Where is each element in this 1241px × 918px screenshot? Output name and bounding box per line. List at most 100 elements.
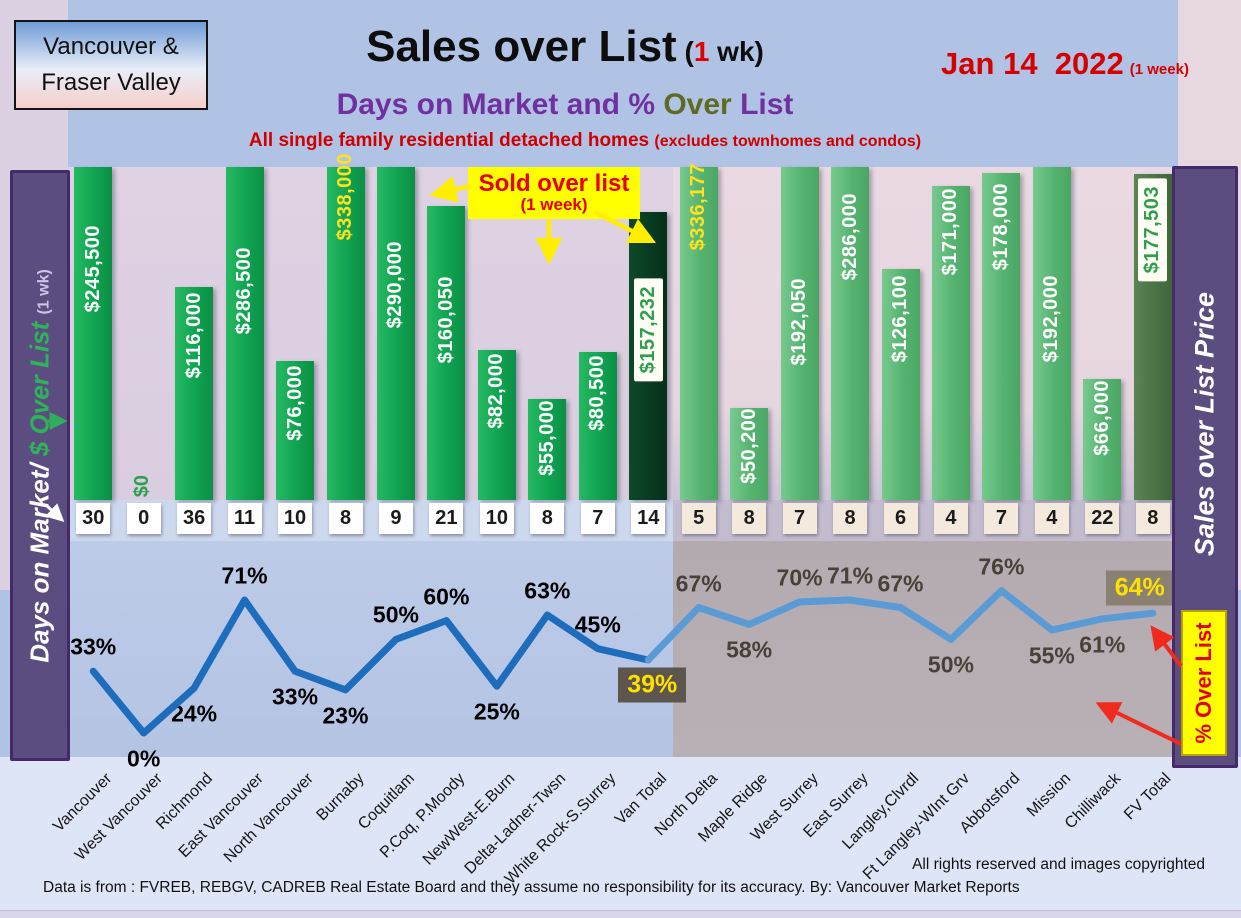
bar-east-vancouver: $286,500 xyxy=(225,167,264,500)
bar-burnaby: $338,000 xyxy=(326,153,365,500)
title-suffix-rest: wk) xyxy=(709,36,764,67)
days-on-market-langley-clvrdl: 6 xyxy=(883,503,918,534)
days-on-market-north-vancouver: 10 xyxy=(278,503,313,534)
bar-west-surrey: $192,050 xyxy=(780,167,819,500)
days-on-market-mission: 4 xyxy=(1034,503,1069,534)
bar-fv-total: $177,503 xyxy=(1133,174,1172,500)
subtitle: Days on Market and % Over List xyxy=(0,88,1130,122)
bars-layer: $245,500 $0 $116,000 $286,500 $76,000 $338,00… xyxy=(68,153,1178,500)
percent-label-west-surrey: 70% xyxy=(776,564,823,591)
percent-label-fv-total: 64% xyxy=(1105,570,1174,606)
bar-white-rock-s-surrey: $80,500 xyxy=(578,352,617,500)
days-on-market-east-vancouver: 11 xyxy=(227,503,262,534)
days-on-market-abbotsford: 7 xyxy=(984,503,1019,534)
subtitle-part2: Over xyxy=(663,88,732,121)
callout-title: Sold over list xyxy=(478,169,630,197)
days-on-market-p-coq-p-moody: 21 xyxy=(429,503,464,534)
region-line-2: Fraser Valley xyxy=(41,69,181,96)
left-axis-dollar-label: $ Over List xyxy=(24,314,55,456)
percent-label-chilliwack: 61% xyxy=(1079,631,1126,658)
days-on-market-van-total: 14 xyxy=(631,503,666,534)
percent-label-white-rock-s-surrey: 45% xyxy=(574,611,621,638)
days-on-market-richmond: 36 xyxy=(177,503,212,534)
percent-label-langley-clvrdl: 67% xyxy=(877,570,924,597)
date-text: Jan 14 2022 xyxy=(941,46,1124,81)
right-axis-title: Sales over List Price xyxy=(1189,291,1220,557)
percent-label-ft-langley-wint-grv: 50% xyxy=(927,651,974,678)
percent-label-richmond: 24% xyxy=(171,700,218,727)
bar-newwest-e-burn: $82,000 xyxy=(477,349,516,500)
percent-label-p-coq-p-moody: 60% xyxy=(423,583,470,610)
days-on-market-east-surrey: 8 xyxy=(833,503,868,534)
subtitle-part3: List xyxy=(731,88,794,121)
page-title: Sales over List (1 wk) xyxy=(300,22,830,72)
days-on-market-newwest-e-burn: 10 xyxy=(479,503,514,534)
days-on-market-fv-total: 8 xyxy=(1135,503,1170,534)
bar-ft-langley-wint-grv: $171,000 xyxy=(931,186,970,500)
callout-subtitle: (1 week) xyxy=(520,194,588,214)
percent-label-north-vancouver: 33% xyxy=(272,683,319,710)
bar-maple-ridge: $50,200 xyxy=(730,407,769,500)
percent-label-van-total: 39% xyxy=(618,667,687,703)
bar-mission: $192,000 xyxy=(1032,167,1071,500)
report-date: Jan 14 2022 (1 week) xyxy=(905,46,1225,82)
days-on-market-coquitlam: 9 xyxy=(378,503,413,534)
bar-north-delta: $336,177 xyxy=(679,163,718,500)
left-axis-sidebar: Days on Market/ $ Over List (1 wk) xyxy=(10,170,70,761)
region-title-box: Vancouver & Fraser Valley xyxy=(14,20,208,110)
days-on-market-delta-ladner-twsn: 8 xyxy=(530,503,565,534)
percent-label-east-surrey: 71% xyxy=(827,562,874,589)
bar-van-total: $157,232 xyxy=(629,211,668,500)
days-on-market-chilliwack: 22 xyxy=(1085,503,1120,534)
bottom-strip xyxy=(0,910,1241,918)
date-note: (1 week) xyxy=(1129,61,1189,78)
percent-label-east-vancouver: 71% xyxy=(221,562,268,589)
left-axis-days-label: Days on Market/ xyxy=(24,455,55,663)
x-axis-label-band xyxy=(0,757,1241,910)
bar-p-coq-p-moody: $160,050 xyxy=(427,206,466,500)
percent-over-list-badge: % Over List xyxy=(1181,610,1227,756)
bar-coquitlam: $290,000 xyxy=(376,167,415,500)
bar-richmond: $116,000 xyxy=(175,287,214,500)
bar-abbotsford: $178,000 xyxy=(982,173,1021,500)
copyright-note: All rights reserved and images copyright… xyxy=(912,856,1205,873)
days-on-market-maple-ridge: 8 xyxy=(732,503,767,534)
percent-label-burnaby: 23% xyxy=(322,702,369,729)
days-on-market-ft-langley-wint-grv: 4 xyxy=(933,503,968,534)
title-suffix-open: ( xyxy=(676,36,694,67)
percent-over-list-badge-label: % Over List xyxy=(1191,622,1216,744)
percent-label-north-delta: 67% xyxy=(675,570,722,597)
bar-vancouver: $245,500 xyxy=(74,167,113,500)
tagline: All single family residential detached h… xyxy=(0,130,1170,152)
percent-label-newwest-e-burn: 25% xyxy=(473,698,520,725)
left-axis-title: Days on Market/ $ Over List (1 wk) xyxy=(25,269,56,663)
tagline-note: (excludes townhomes and condos) xyxy=(654,133,922,150)
percent-label-mission: 55% xyxy=(1028,642,1075,669)
bar-chilliwack: $66,000 xyxy=(1083,378,1122,500)
days-on-market-west-vancouver: 0 xyxy=(126,503,161,534)
percent-label-abbotsford: 76% xyxy=(978,553,1025,580)
percent-label-delta-ladner-twsn: 63% xyxy=(524,577,571,604)
percent-label-west-vancouver: 0% xyxy=(127,745,161,772)
data-source-note: Data is from : FVREB, REBGV, CADREB Real… xyxy=(43,879,1020,896)
days-on-market-vancouver: 30 xyxy=(76,503,111,534)
percent-label-coquitlam: 50% xyxy=(372,601,419,628)
subtitle-part1: Days on Market and % xyxy=(336,88,664,121)
days-on-market-white-rock-s-surrey: 7 xyxy=(580,503,615,534)
bar-north-vancouver: $76,000 xyxy=(276,360,315,500)
days-on-market-west-surrey: 7 xyxy=(782,503,817,534)
bar-delta-ladner-twsn: $55,000 xyxy=(528,399,567,500)
percent-label-maple-ridge: 58% xyxy=(726,636,773,663)
region-line-1: Vancouver & xyxy=(43,33,179,60)
left-axis-week-note: (1 wk) xyxy=(35,268,53,315)
days-on-market-burnaby: 8 xyxy=(328,503,363,534)
days-on-market-north-delta: 5 xyxy=(681,503,716,534)
bar-east-surrey: $286,000 xyxy=(831,167,870,500)
title-suffix-number: 1 xyxy=(693,36,710,67)
sold-over-list-callout: Sold over list (1 week) xyxy=(468,167,640,219)
title-main: Sales over List xyxy=(366,22,677,71)
bar-langley-clvrdl: $126,100 xyxy=(881,268,920,500)
